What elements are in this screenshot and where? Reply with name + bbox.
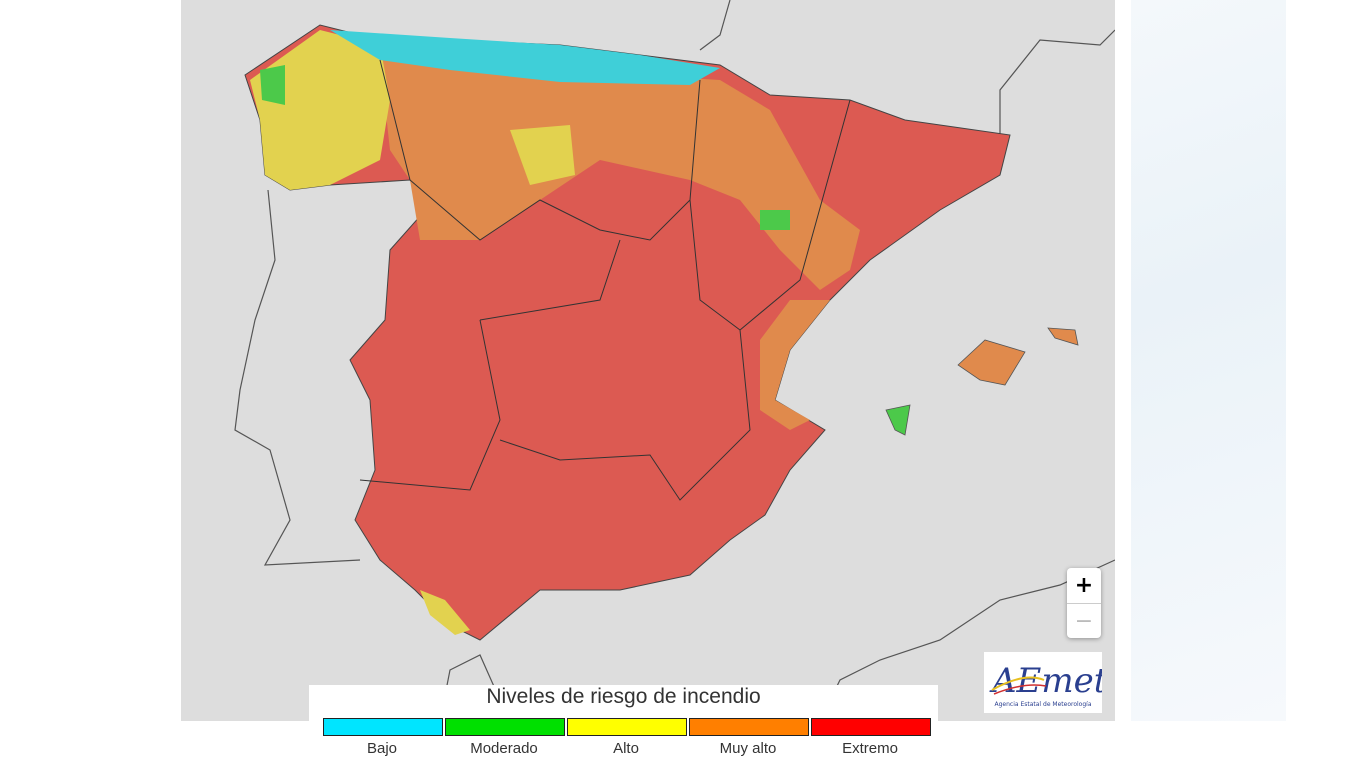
legend-swatch-extremo bbox=[811, 718, 931, 736]
legend-swatch-bajo bbox=[323, 718, 443, 736]
legend-title: Niveles de riesgo de incendio bbox=[486, 685, 761, 708]
zoom-in-button[interactable]: + bbox=[1074, 573, 1094, 598]
region-south-coast bbox=[420, 590, 470, 635]
region-high-2 bbox=[510, 125, 575, 185]
legend-label: Extremo bbox=[842, 740, 898, 757]
legend-swatch-muy-alto bbox=[689, 718, 809, 736]
legend-label: Alto bbox=[613, 740, 639, 757]
region-very-high bbox=[380, 60, 860, 290]
zoom-out-button[interactable]: − bbox=[1067, 603, 1101, 639]
map-canvas bbox=[234, 0, 1115, 721]
background-decoration bbox=[1131, 0, 1286, 721]
region-east-coast bbox=[760, 300, 830, 430]
aemet-logo: AEmet Agencia Estatal de Meteorología bbox=[984, 652, 1108, 713]
region-borders bbox=[359, 59, 851, 501]
zoom-control: + − bbox=[1067, 568, 1101, 638]
legend-swatch-moderado bbox=[445, 718, 565, 736]
legend-label: Muy alto bbox=[719, 740, 777, 757]
region-low bbox=[330, 30, 720, 85]
fire-risk-map[interactable] bbox=[181, 0, 1115, 721]
balearic-islands bbox=[885, 327, 1079, 436]
svg-text:AEmet: AEmet bbox=[989, 661, 1102, 701]
legend-label: Bajo bbox=[366, 740, 398, 757]
svg-text:Agencia Estatal de Meteorologí: Agencia Estatal de Meteorología bbox=[995, 701, 1092, 708]
legend-label: Moderado bbox=[470, 740, 538, 757]
legend: Niveles de riesgo de incendio Bajo Moder… bbox=[309, 685, 938, 759]
legend-swatch-alto bbox=[567, 718, 687, 736]
